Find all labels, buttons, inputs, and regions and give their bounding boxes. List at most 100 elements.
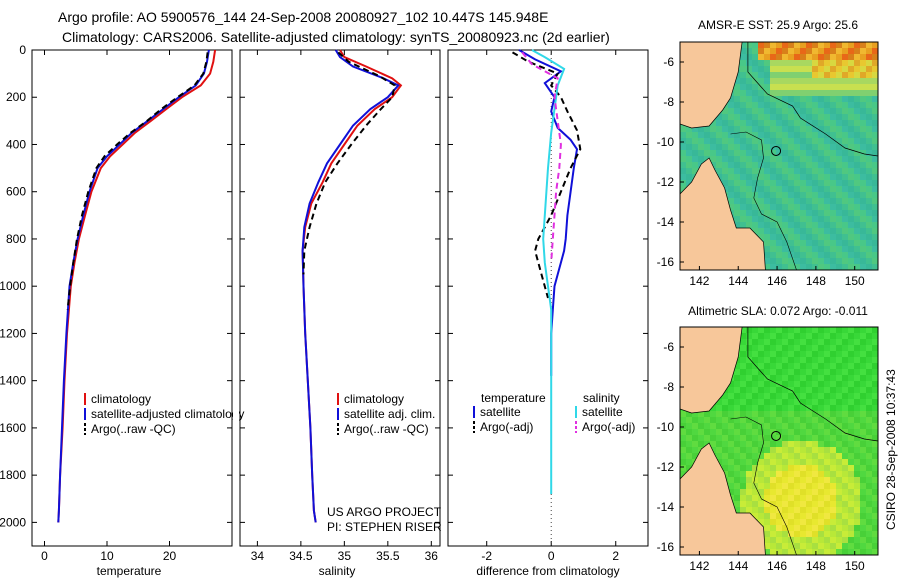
map-cell (734, 429, 740, 435)
map-cell (860, 66, 866, 72)
map-cell (836, 102, 842, 108)
map-cell (866, 204, 872, 210)
map-cell (758, 90, 764, 96)
map-cell (794, 489, 800, 495)
map-cell (740, 453, 746, 459)
map-cell (758, 150, 764, 156)
map-cell (854, 345, 860, 351)
map-cell (854, 216, 860, 222)
map-cell (722, 168, 728, 174)
map-cell (806, 381, 812, 387)
map-cell (860, 501, 866, 507)
map-cell (782, 477, 788, 483)
map-cell (800, 264, 806, 270)
map-cell (860, 150, 866, 156)
map-cell (848, 144, 854, 150)
map-cell (830, 393, 836, 399)
map-cell (776, 222, 782, 228)
map-cell (836, 483, 842, 489)
map-cell (782, 513, 788, 519)
map-cell (848, 240, 854, 246)
map-cell (764, 240, 770, 246)
map-cell (836, 507, 842, 513)
x-tick-label: 36 (425, 549, 439, 563)
map-cell (734, 174, 740, 180)
map-cell (794, 210, 800, 216)
map-cell (812, 126, 818, 132)
map-cell (776, 90, 782, 96)
map-cell (788, 339, 794, 345)
map-cell (812, 48, 818, 54)
map-cell (860, 429, 866, 435)
map-cell (806, 519, 812, 525)
map-cell (818, 507, 824, 513)
map-cell (836, 345, 842, 351)
map-cell (746, 459, 752, 465)
map-cell (818, 246, 824, 252)
map-cell (836, 78, 842, 84)
map-cell (728, 144, 734, 150)
map-cell (746, 369, 752, 375)
map-cell (782, 72, 788, 78)
map-cell (788, 174, 794, 180)
map-cell (710, 126, 716, 132)
map-cell (848, 60, 854, 66)
map-cell (872, 501, 878, 507)
map-cell (776, 180, 782, 186)
map-cell (704, 144, 710, 150)
map-cell (776, 60, 782, 66)
map-cell (740, 138, 746, 144)
map-cell (812, 549, 818, 555)
map-cell (776, 72, 782, 78)
lat-tick-label: -6 (663, 340, 674, 354)
map-cell (812, 399, 818, 405)
map-cell (848, 333, 854, 339)
map-cell (872, 72, 878, 78)
map-cell (842, 399, 848, 405)
map-cell (734, 441, 740, 447)
map-cell (854, 393, 860, 399)
map-cell (782, 60, 788, 66)
map-cell (782, 90, 788, 96)
map-cell (836, 168, 842, 174)
map-cell (782, 363, 788, 369)
lat-tick-label: -16 (657, 255, 675, 269)
map-cell (782, 66, 788, 72)
map-cell (788, 198, 794, 204)
lon-tick-label: 144 (728, 559, 748, 573)
map-cell (872, 258, 878, 264)
map-cell (770, 126, 776, 132)
map-cell (740, 54, 746, 60)
map-cell (806, 339, 812, 345)
map-cell (740, 501, 746, 507)
map-cell (746, 66, 752, 72)
map-cell (812, 543, 818, 549)
map-cell (764, 417, 770, 423)
map-cell (848, 72, 854, 78)
map-cell (782, 489, 788, 495)
map-cell (782, 507, 788, 513)
map-cell (848, 126, 854, 132)
map-cell (752, 417, 758, 423)
map-cell (824, 339, 830, 345)
map-cell (830, 465, 836, 471)
map-cell (806, 543, 812, 549)
map-cell (818, 126, 824, 132)
map-cell (872, 132, 878, 138)
map-cell (860, 252, 866, 258)
map-cell (722, 156, 728, 162)
map-cell (728, 417, 734, 423)
map-cell (860, 411, 866, 417)
map-cell (854, 423, 860, 429)
map-cell (836, 222, 842, 228)
map-cell (722, 435, 728, 441)
map-cell (866, 228, 872, 234)
map-cell (764, 519, 770, 525)
map-cell (830, 192, 836, 198)
map-cell (716, 441, 722, 447)
map-cell (770, 369, 776, 375)
map-cell (710, 156, 716, 162)
map-cell (782, 537, 788, 543)
map-cell (746, 186, 752, 192)
map-cell (866, 102, 872, 108)
